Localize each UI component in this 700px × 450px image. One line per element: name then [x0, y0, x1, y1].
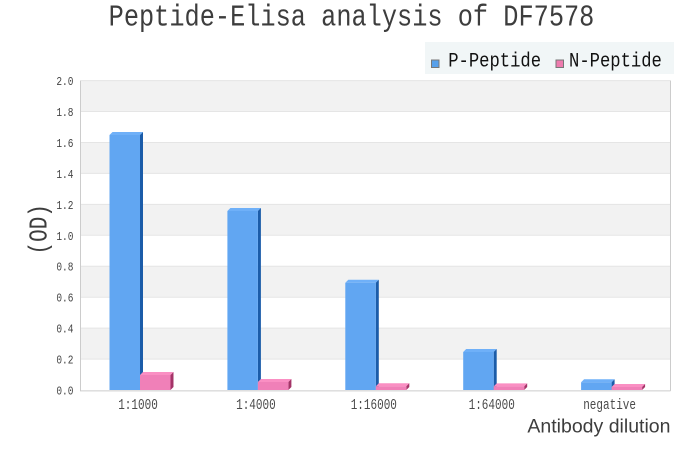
svg-text:Antibody dilution: Antibody dilution: [527, 415, 670, 437]
svg-text:P-Peptide: P-Peptide: [448, 49, 541, 73]
svg-text:0.0: 0.0: [56, 386, 73, 399]
svg-text:2.0: 2.0: [56, 76, 73, 89]
svg-text:Peptide-Elisa analysis of DF75: Peptide-Elisa analysis of DF7578: [109, 2, 595, 36]
svg-text:1:64000: 1:64000: [469, 396, 515, 413]
svg-text:0.4: 0.4: [56, 324, 73, 337]
svg-text:1.6: 1.6: [56, 138, 73, 151]
svg-text:1.0: 1.0: [56, 231, 73, 244]
svg-text:0.2: 0.2: [56, 355, 73, 368]
svg-text:0.8: 0.8: [56, 262, 73, 275]
svg-text:1.8: 1.8: [56, 107, 73, 120]
svg-text:1:1000: 1:1000: [118, 396, 158, 413]
svg-text:1:4000: 1:4000: [236, 396, 276, 413]
svg-text:0.6: 0.6: [56, 293, 73, 306]
svg-text:1:16000: 1:16000: [351, 396, 397, 413]
svg-text:N-Peptide: N-Peptide: [569, 49, 662, 73]
svg-text:(OD): (OD): [26, 204, 56, 254]
svg-text:1.2: 1.2: [56, 200, 73, 213]
svg-text:1.4: 1.4: [56, 169, 73, 182]
svg-text:negative: negative: [583, 396, 636, 413]
